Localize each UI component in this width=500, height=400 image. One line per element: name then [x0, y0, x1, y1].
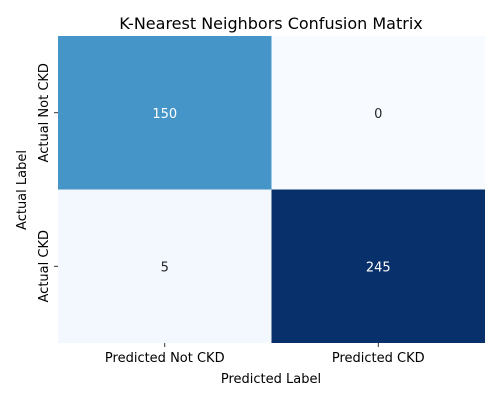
y-axis-ticks: Actual Not CKD Actual CKD: [37, 63, 58, 302]
heatmap-cell: [58, 36, 272, 190]
heatmap-cells: 150 0 5 245: [58, 36, 485, 343]
heatmap-cell: [271, 36, 485, 190]
y-axis-label: Actual Label: [15, 150, 30, 230]
x-axis-ticks: Predicted Not CKD Predicted CKD: [105, 343, 425, 366]
cell-value-label: 245: [366, 260, 391, 275]
cell-value-label: 0: [374, 107, 382, 122]
x-tick-label: Predicted Not CKD: [105, 351, 225, 366]
y-tick-label: Actual Not CKD: [37, 63, 52, 162]
heatmap-cell: [58, 189, 272, 343]
x-tick-label: Predicted CKD: [332, 351, 425, 366]
cell-value-label: 150: [152, 107, 177, 122]
heatmap-cell: [271, 189, 485, 343]
chart-title: K-Nearest Neighbors Confusion Matrix: [119, 14, 423, 33]
cell-value-label: 5: [161, 260, 169, 275]
y-tick-label: Actual CKD: [37, 230, 52, 302]
x-axis-label: Predicted Label: [221, 372, 321, 387]
